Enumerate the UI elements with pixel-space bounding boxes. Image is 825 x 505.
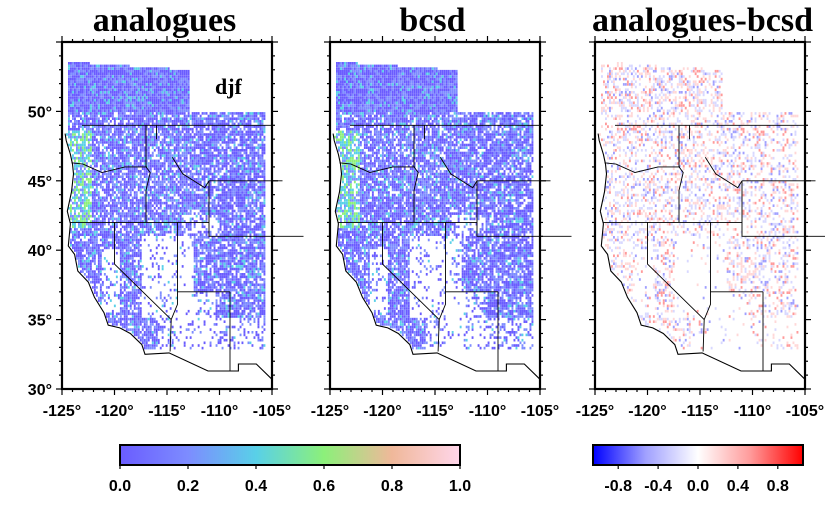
panel-title-bcsd: bcsd [399,2,466,39]
state-border-line [382,222,440,320]
lat-tick-label: 35° [28,313,52,330]
panel-title-analogues: analogues [92,2,237,39]
lon-tick-label: -105° [521,403,559,420]
colorbar-tick-label: 0.0 [109,478,131,495]
lon-tick-label: -110° [734,403,772,420]
colorbar-tick-label: -0.4 [644,478,672,495]
panel-title-difference: analogues-bcsd [591,2,814,39]
colorbar-tick-label: 0.8 [767,478,789,495]
colorbar-gradient [119,444,461,466]
colorbar-tick-label: 0.6 [313,478,335,495]
state-border-line [704,156,743,189]
state-border-line [114,222,172,320]
lon-tick-label: -125° [311,403,349,420]
lon-tick-label: -105° [786,403,824,420]
state-border-line [145,125,151,223]
colorbar-tick-label: 0.4 [727,478,749,495]
state-borders [332,124,572,380]
lon-tick-label: -110° [201,403,239,420]
state-border-line [476,180,498,237]
colorbar-tick-label: -0.8 [604,478,632,495]
state-border-line [71,162,147,173]
state-border-line [437,222,446,352]
data-cells [66,62,266,350]
coastline [64,133,273,380]
colorbar-tick-label: 0.0 [687,478,709,495]
map-panel-analogues: -125° -120° -115° -110° -105° [43,36,304,420]
colorbar-tick-label: 0.2 [177,478,199,495]
lat-tick-label: 30° [28,382,52,399]
state-border-line [171,156,210,189]
lon-tick-label: -115° [148,403,186,420]
colorbar-diverging: -0.8 -0.4 0.0 0.4 0.8 [592,444,804,495]
lat-tick-label: 50° [28,104,52,121]
map-panel-bcsd: -125° -120° -115° -110° -105° [311,36,572,420]
data-cells [599,62,799,350]
colorbar-sequential: 0.0 0.2 0.4 0.6 0.8 1.0 [109,444,471,495]
state-border-line [439,156,478,189]
state-border-line [741,180,763,237]
state-border-line [413,125,419,223]
colorbar-gradient [592,444,804,466]
data-cells [334,62,534,350]
state-border-line [604,162,680,173]
colorbar-tick-label: 0.4 [245,478,267,495]
lon-tick-label: -110° [469,403,507,420]
lon-tick-label: -115° [681,403,719,420]
state-border-line [208,180,230,237]
coastline [597,133,806,380]
lon-tick-label: -120° [363,403,401,420]
state-border-line [678,125,684,223]
lon-tick-label: -125° [43,403,81,420]
state-border-line [702,222,711,352]
state-border-line [339,162,415,173]
lon-tick-label: -120° [95,403,133,420]
colorbar-tick-label: 1.0 [449,478,471,495]
lat-tick-label: 45° [28,174,52,191]
coastline [332,133,541,380]
state-borders [597,124,825,380]
state-borders [64,124,304,380]
colorbar-tick-label: 0.8 [381,478,403,495]
season-label: djf [215,74,243,99]
lon-tick-label: -120° [628,403,666,420]
lon-tick-label: -115° [416,403,454,420]
state-border-line [169,222,178,352]
map-panel-analogues-bcsd: -125° -120° -115° -110° -105° [576,36,825,420]
lon-tick-label: -105° [253,403,291,420]
lon-tick-label: -125° [576,403,614,420]
lat-tick-label: 40° [28,243,52,260]
state-border-line [647,222,705,320]
